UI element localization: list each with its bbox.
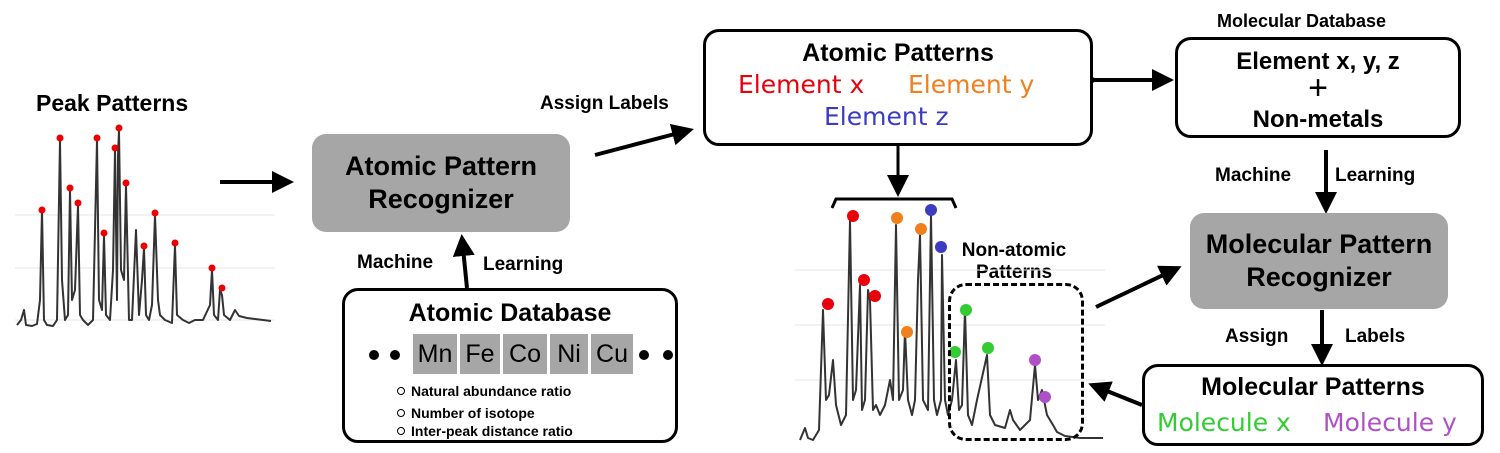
atomic-patterns-box: Atomic Patterns Element x Element y Elem… [703, 29, 1093, 146]
non-atomic-region [948, 283, 1084, 441]
molecular-database-box: Element x, y, z + Non-metals [1175, 37, 1461, 138]
bullet-item: Natural abundance ratio [397, 383, 571, 399]
atomic-database-box: Atomic Database Mn Fe Co Ni Cu Natural a… [342, 288, 678, 443]
element-x-label: Element x [738, 70, 865, 99]
molecule-y-label: Molecule y [1323, 408, 1457, 437]
molecular-pattern-recognizer: Molecular Pattern Recognizer [1190, 213, 1448, 309]
element-cell-co: Co [503, 334, 547, 374]
molecular-db-line1: Element x, y, z [1236, 48, 1400, 75]
atomic-patterns-title: Atomic Patterns [802, 39, 994, 67]
molecular-database-caption: Molecular Database [1217, 11, 1387, 31]
bullet-item: Inter-peak distance ratio [397, 423, 573, 439]
non-atomic-label: Non-atomic Patterns [958, 240, 1070, 284]
assign-right-labels: Labels [1345, 326, 1406, 347]
molecular-patterns-box: Molecular Patterns Molecule x Molecule y [1142, 364, 1484, 446]
molecular-recognizer-line2: Recognizer [1246, 262, 1392, 292]
molecular-db-line2: Non-metals [1252, 106, 1384, 133]
labeled-spectrum [795, 204, 1105, 441]
peak-patterns-spectrum [15, 124, 275, 327]
element-y-label: Element y [908, 70, 1035, 99]
element-cell-fe: Fe [460, 334, 500, 374]
non-atomic-line2: Patterns [975, 262, 1053, 283]
atomic-recognizer-line1: Atomic Pattern [344, 151, 538, 181]
ml-left-machine: Machine [357, 252, 434, 273]
non-atomic-line1: Non-atomic [961, 240, 1067, 261]
peak-patterns-title: Peak Patterns [36, 90, 189, 116]
atomic-database-title: Atomic Database [408, 299, 612, 327]
molecular-patterns-title: Molecular Patterns [1201, 373, 1425, 401]
molecule-x-label: Molecule x [1157, 408, 1291, 437]
ellipsis-dot [663, 350, 673, 360]
atomic-pattern-recognizer: Atomic Pattern Recognizer [312, 134, 570, 232]
ellipsis-dot [369, 350, 379, 360]
assign-right-assign: Assign [1225, 326, 1289, 347]
atomic-recognizer-line2: Recognizer [368, 184, 514, 214]
element-z-label: Element z [824, 102, 949, 131]
element-cell-cu: Cu [591, 334, 633, 374]
ml-right-learning: Learning [1335, 165, 1416, 186]
plus-icon: + [1308, 69, 1328, 107]
element-cell-mn: Mn [413, 334, 457, 374]
ellipsis-dot [639, 350, 649, 360]
ml-right-machine: Machine [1215, 165, 1292, 186]
bullet-item: Number of isotope [397, 405, 535, 421]
molecular-recognizer-line1: Molecular Pattern [1205, 229, 1433, 259]
assign-labels-top: Assign Labels [540, 93, 669, 114]
ellipsis-dot [390, 350, 400, 360]
ml-left-learning: Learning [483, 254, 564, 275]
element-cell-ni: Ni [550, 334, 588, 374]
